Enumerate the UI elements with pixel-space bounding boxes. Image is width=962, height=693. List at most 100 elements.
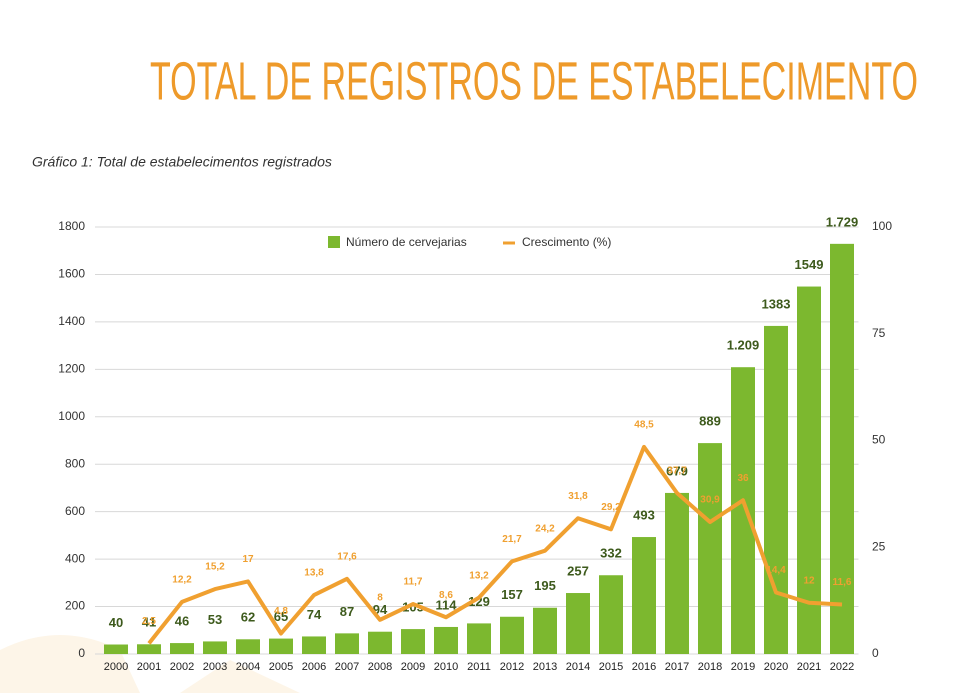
line-label: 48,5 xyxy=(634,420,654,431)
x-tick-label: 2018 xyxy=(698,661,722,673)
bar xyxy=(302,636,326,654)
bar xyxy=(632,537,656,654)
bar-label: 332 xyxy=(600,546,622,561)
bar-label: 195 xyxy=(534,578,556,593)
line-label: 14,4 xyxy=(766,565,786,576)
y-tick-label: 1000 xyxy=(58,409,85,423)
bar xyxy=(698,443,722,654)
line-label: 17 xyxy=(242,554,254,565)
bar xyxy=(203,641,227,654)
y2-tick-label: 0 xyxy=(872,646,879,660)
x-tick-label: 2013 xyxy=(533,661,557,673)
x-tick-label: 2022 xyxy=(830,661,854,673)
line-label: 8 xyxy=(377,592,383,603)
bar-label: 40 xyxy=(109,615,123,630)
x-tick-label: 2012 xyxy=(500,661,524,673)
y-tick-label: 400 xyxy=(65,551,85,565)
x-tick-label: 2005 xyxy=(269,661,293,673)
x-tick-label: 2006 xyxy=(302,661,326,673)
bar-label: 129 xyxy=(468,594,490,609)
line-label: 24,2 xyxy=(535,523,555,534)
bar xyxy=(335,633,359,654)
bar xyxy=(434,626,458,654)
bar xyxy=(467,623,491,654)
line-label: 2,5 xyxy=(142,616,156,627)
x-tick-label: 2010 xyxy=(434,661,458,673)
bar-label: 41 xyxy=(142,615,156,630)
y-tick-label: 1600 xyxy=(58,267,85,281)
x-tick-label: 2021 xyxy=(797,661,821,673)
line xyxy=(147,444,843,645)
x-tick-label: 2003 xyxy=(203,661,227,673)
bar xyxy=(566,593,590,654)
line-label: 29,2 xyxy=(601,502,621,513)
x-tick-label: 2009 xyxy=(401,661,425,673)
bar xyxy=(533,607,557,654)
bar-label: 87 xyxy=(340,604,354,619)
bar xyxy=(137,644,161,654)
line-label: 8,6 xyxy=(439,590,453,601)
bar-label: 74 xyxy=(307,607,322,622)
bar-label: 157 xyxy=(501,587,523,602)
bar-label: 105 xyxy=(402,600,424,615)
x-tick-label: 2004 xyxy=(236,661,260,673)
bar-label: 114 xyxy=(436,597,458,612)
line-label: 15,2 xyxy=(205,562,225,573)
legend-swatch xyxy=(328,236,340,248)
bar xyxy=(797,286,821,654)
bar xyxy=(500,616,524,654)
y-tick-label: 1400 xyxy=(58,314,85,328)
x-tick-label: 2002 xyxy=(170,661,194,673)
legend-label: Crescimento (%) xyxy=(522,235,611,249)
y2-tick-label: 50 xyxy=(872,433,886,447)
bar-label: 889 xyxy=(699,414,721,429)
y-tick-label: 1200 xyxy=(58,362,85,376)
decoration xyxy=(180,660,300,693)
y-tick-label: 600 xyxy=(65,504,85,518)
legend-label: Número de cervejarias xyxy=(346,235,467,249)
line-label: 13,2 xyxy=(469,570,489,581)
x-tick-label: 2019 xyxy=(731,661,755,673)
bar xyxy=(269,638,293,654)
bar-label: 46 xyxy=(175,614,189,629)
x-tick-label: 2000 xyxy=(104,661,128,673)
x-tick-label: 2007 xyxy=(335,661,359,673)
bar xyxy=(104,644,128,654)
bar-label: 1549 xyxy=(795,257,824,272)
line-label: 21,7 xyxy=(502,534,522,545)
bar-label: 1383 xyxy=(762,296,791,311)
bar xyxy=(665,492,689,654)
x-tick-label: 2015 xyxy=(599,661,623,673)
bar xyxy=(830,243,854,654)
x-tick-label: 2017 xyxy=(665,661,689,673)
line-label: 12 xyxy=(803,575,815,586)
bar-label: 679 xyxy=(666,463,688,478)
bar xyxy=(368,631,392,654)
bar-label: 1.729 xyxy=(826,214,859,229)
y2-tick-label: 100 xyxy=(872,219,892,233)
x-tick-label: 2008 xyxy=(368,661,392,673)
line-label: 17,6 xyxy=(337,551,357,562)
line-label: 37,7 xyxy=(667,466,687,477)
y2-tick-label: 25 xyxy=(872,539,886,553)
y-tick-label: 200 xyxy=(65,599,85,613)
bar xyxy=(764,325,788,654)
page-title: TOTAL DE REGISTROS DE ESTABELECIMENTO xyxy=(150,51,918,111)
y-tick-label: 800 xyxy=(65,456,85,470)
bar-label: 53 xyxy=(208,612,222,627)
bar xyxy=(731,367,755,654)
bar-label: 257 xyxy=(567,563,589,578)
line-label: 31,8 xyxy=(568,491,588,502)
bar-label: 1.209 xyxy=(727,338,760,353)
line-label: 4,8 xyxy=(274,606,288,617)
bar-label: 65 xyxy=(274,609,288,624)
line-label: 36 xyxy=(737,473,749,484)
line-label: 11,6 xyxy=(833,577,852,588)
x-tick-label: 2001 xyxy=(137,661,161,673)
y-tick-label: 1800 xyxy=(58,219,85,233)
bar xyxy=(401,629,425,654)
x-tick-label: 2016 xyxy=(632,661,656,673)
bar xyxy=(599,575,623,654)
line-label: 30,9 xyxy=(700,495,720,506)
